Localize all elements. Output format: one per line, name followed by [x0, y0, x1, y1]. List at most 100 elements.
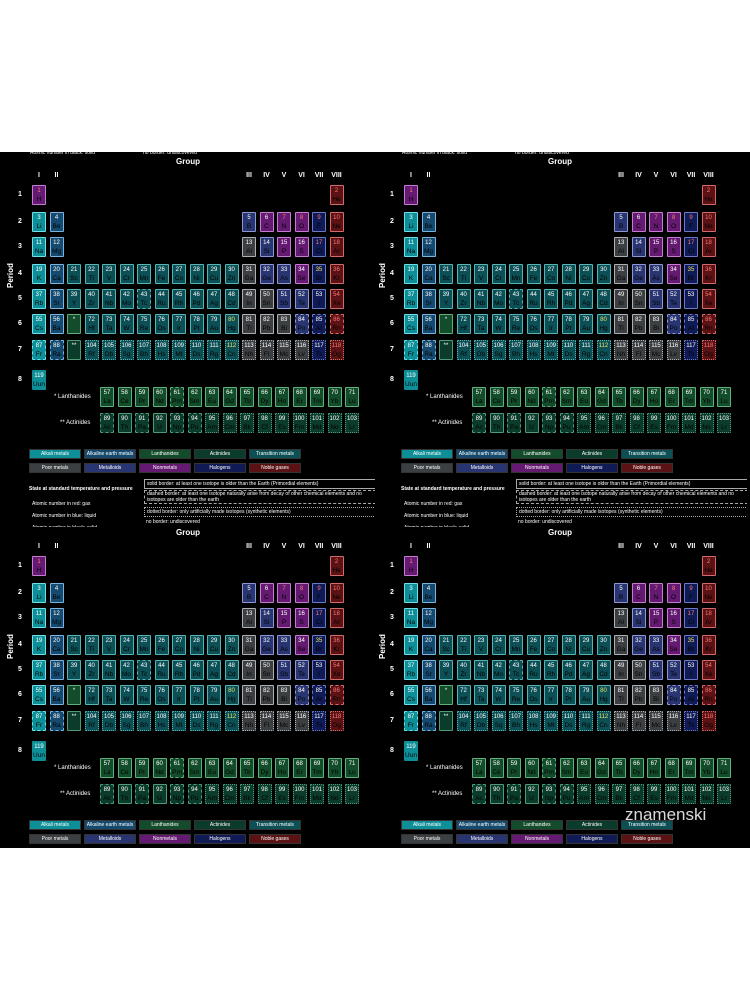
group-label: IV	[635, 172, 642, 179]
element-symbol: Cl	[687, 619, 695, 626]
element-cell: 78 Pt	[189, 685, 204, 705]
atomic-number: 77	[175, 688, 183, 694]
atomic-number: 61	[545, 761, 553, 767]
element-cell: *	[439, 314, 453, 334]
element-symbol: Sc	[442, 646, 450, 653]
element-cell: 33 As	[649, 264, 663, 284]
element-cell: 18 Ar	[329, 237, 344, 257]
element-cell: 96 Cm	[594, 784, 609, 804]
element-symbol: Bi	[281, 696, 287, 703]
element-cell: 46 Pd	[561, 289, 576, 309]
element-symbol: Si	[263, 248, 270, 255]
element-symbol: Sb	[280, 300, 288, 307]
element-cell: 53 I	[684, 289, 698, 309]
element-cell: 116 Lv	[666, 711, 681, 731]
element-symbol: Np	[172, 424, 182, 431]
element-cell: 22 Ti	[456, 264, 471, 284]
atomic-number: 13	[617, 611, 625, 617]
group-label: I	[410, 543, 412, 550]
element-cell: 58 Ce	[117, 387, 132, 407]
atomic-number: 69	[685, 390, 693, 396]
element-symbol: Tl	[618, 696, 624, 703]
element-symbol: O	[670, 223, 677, 230]
element-cell: 109 Mt	[544, 340, 558, 360]
atomic-number: 52	[670, 292, 677, 298]
element-cell: 39 Y	[67, 289, 81, 309]
atomic-number: 21	[442, 267, 450, 273]
element-cell: 43 Tc	[509, 660, 523, 680]
element-symbol: Ca	[424, 275, 433, 282]
element-cell: 111 Rg	[207, 711, 221, 731]
state-solid: Atomic number in black: solid	[404, 525, 469, 527]
atomic-number: 92	[156, 787, 163, 793]
element-cell: 114 Fl	[259, 340, 274, 360]
element-symbol: Bh	[140, 351, 148, 358]
atomic-number: 14	[263, 611, 270, 617]
group-label: II	[54, 543, 59, 550]
element-symbol: Pu	[190, 795, 199, 802]
element-symbol: As	[652, 646, 660, 653]
element-symbol: Rb	[34, 671, 44, 678]
element-symbol: Ar	[705, 619, 712, 626]
atomic-number: 52	[298, 663, 305, 669]
element-cell: 61 Pm	[170, 758, 184, 778]
atomic-number: 119	[406, 373, 416, 379]
atomic-number: 45	[547, 663, 555, 669]
group-label: III	[618, 543, 624, 550]
element-cell: 45 Rh	[544, 289, 558, 309]
legend-alkali: Alkali metals	[401, 449, 453, 459]
atomic-number: 29	[582, 638, 590, 644]
element-cell: 100 Fm	[292, 784, 307, 804]
element-cell: 91 Pa	[135, 784, 149, 804]
element-symbol: Rg	[581, 351, 591, 358]
element-cell: 90 Th	[117, 413, 132, 433]
element-cell: 89 Ac	[472, 784, 486, 804]
element-cell: 77 Ir	[544, 314, 558, 334]
atomic-number: 46	[193, 663, 200, 669]
element-cell: 56 Ba	[49, 685, 64, 705]
element-cell: 102 No	[699, 413, 714, 433]
element-cell: 75 Re	[509, 685, 523, 705]
element-symbol: Ge	[262, 646, 271, 653]
element-cell: 80 Hg	[596, 685, 611, 705]
element-symbol: Cf	[261, 795, 268, 802]
element-cell: 116 Lv	[666, 340, 681, 360]
element-cell: 119 Uun	[404, 741, 418, 761]
atomic-number: 95	[208, 787, 216, 793]
element-cell: 54 Xe	[329, 289, 344, 309]
element-cell: 57 La	[100, 387, 114, 407]
element-symbol: Mg	[423, 619, 434, 626]
element-symbol: Np	[172, 795, 182, 802]
atomic-number: 72	[88, 688, 95, 694]
element-symbol: Ru	[157, 300, 166, 307]
atomic-number: 86	[705, 317, 712, 323]
atomic-number: 80	[600, 688, 607, 694]
atomic-number: 54	[705, 663, 712, 669]
element-symbol: Ts	[687, 722, 695, 729]
element-symbol: Bk	[615, 795, 623, 802]
element-cell: 60 Nd	[524, 758, 539, 778]
atomic-number: 88	[425, 343, 432, 349]
atomic-number: 28	[193, 638, 200, 644]
element-cell: 71 Lu	[345, 758, 359, 778]
element-symbol: H	[36, 567, 42, 574]
element-symbol: Nh	[616, 722, 626, 729]
element-cell: 77 Ir	[172, 314, 186, 334]
period-label: 8	[18, 376, 22, 383]
element-cell: 55 Cs	[32, 314, 46, 334]
atomic-number: 38	[425, 663, 432, 669]
legend-nonmetal: Nonmetals	[139, 834, 191, 844]
legend-alkali: Alkali metals	[401, 820, 453, 830]
element-symbol: Eu	[208, 398, 216, 405]
atomic-number: 32	[263, 267, 270, 273]
element-symbol: F	[689, 223, 693, 230]
atomic-number: 113	[244, 714, 254, 720]
element-symbol: Pu	[190, 424, 199, 431]
element-cell: 112 Cn	[596, 711, 611, 731]
atomic-number: 34	[298, 267, 305, 273]
element-cell: 30 Zn	[224, 264, 239, 284]
atomic-number: 91	[138, 416, 146, 422]
atomic-number: 59	[138, 390, 146, 396]
atomic-number: 117	[686, 714, 696, 720]
element-cell: 22 Ti	[84, 635, 99, 655]
